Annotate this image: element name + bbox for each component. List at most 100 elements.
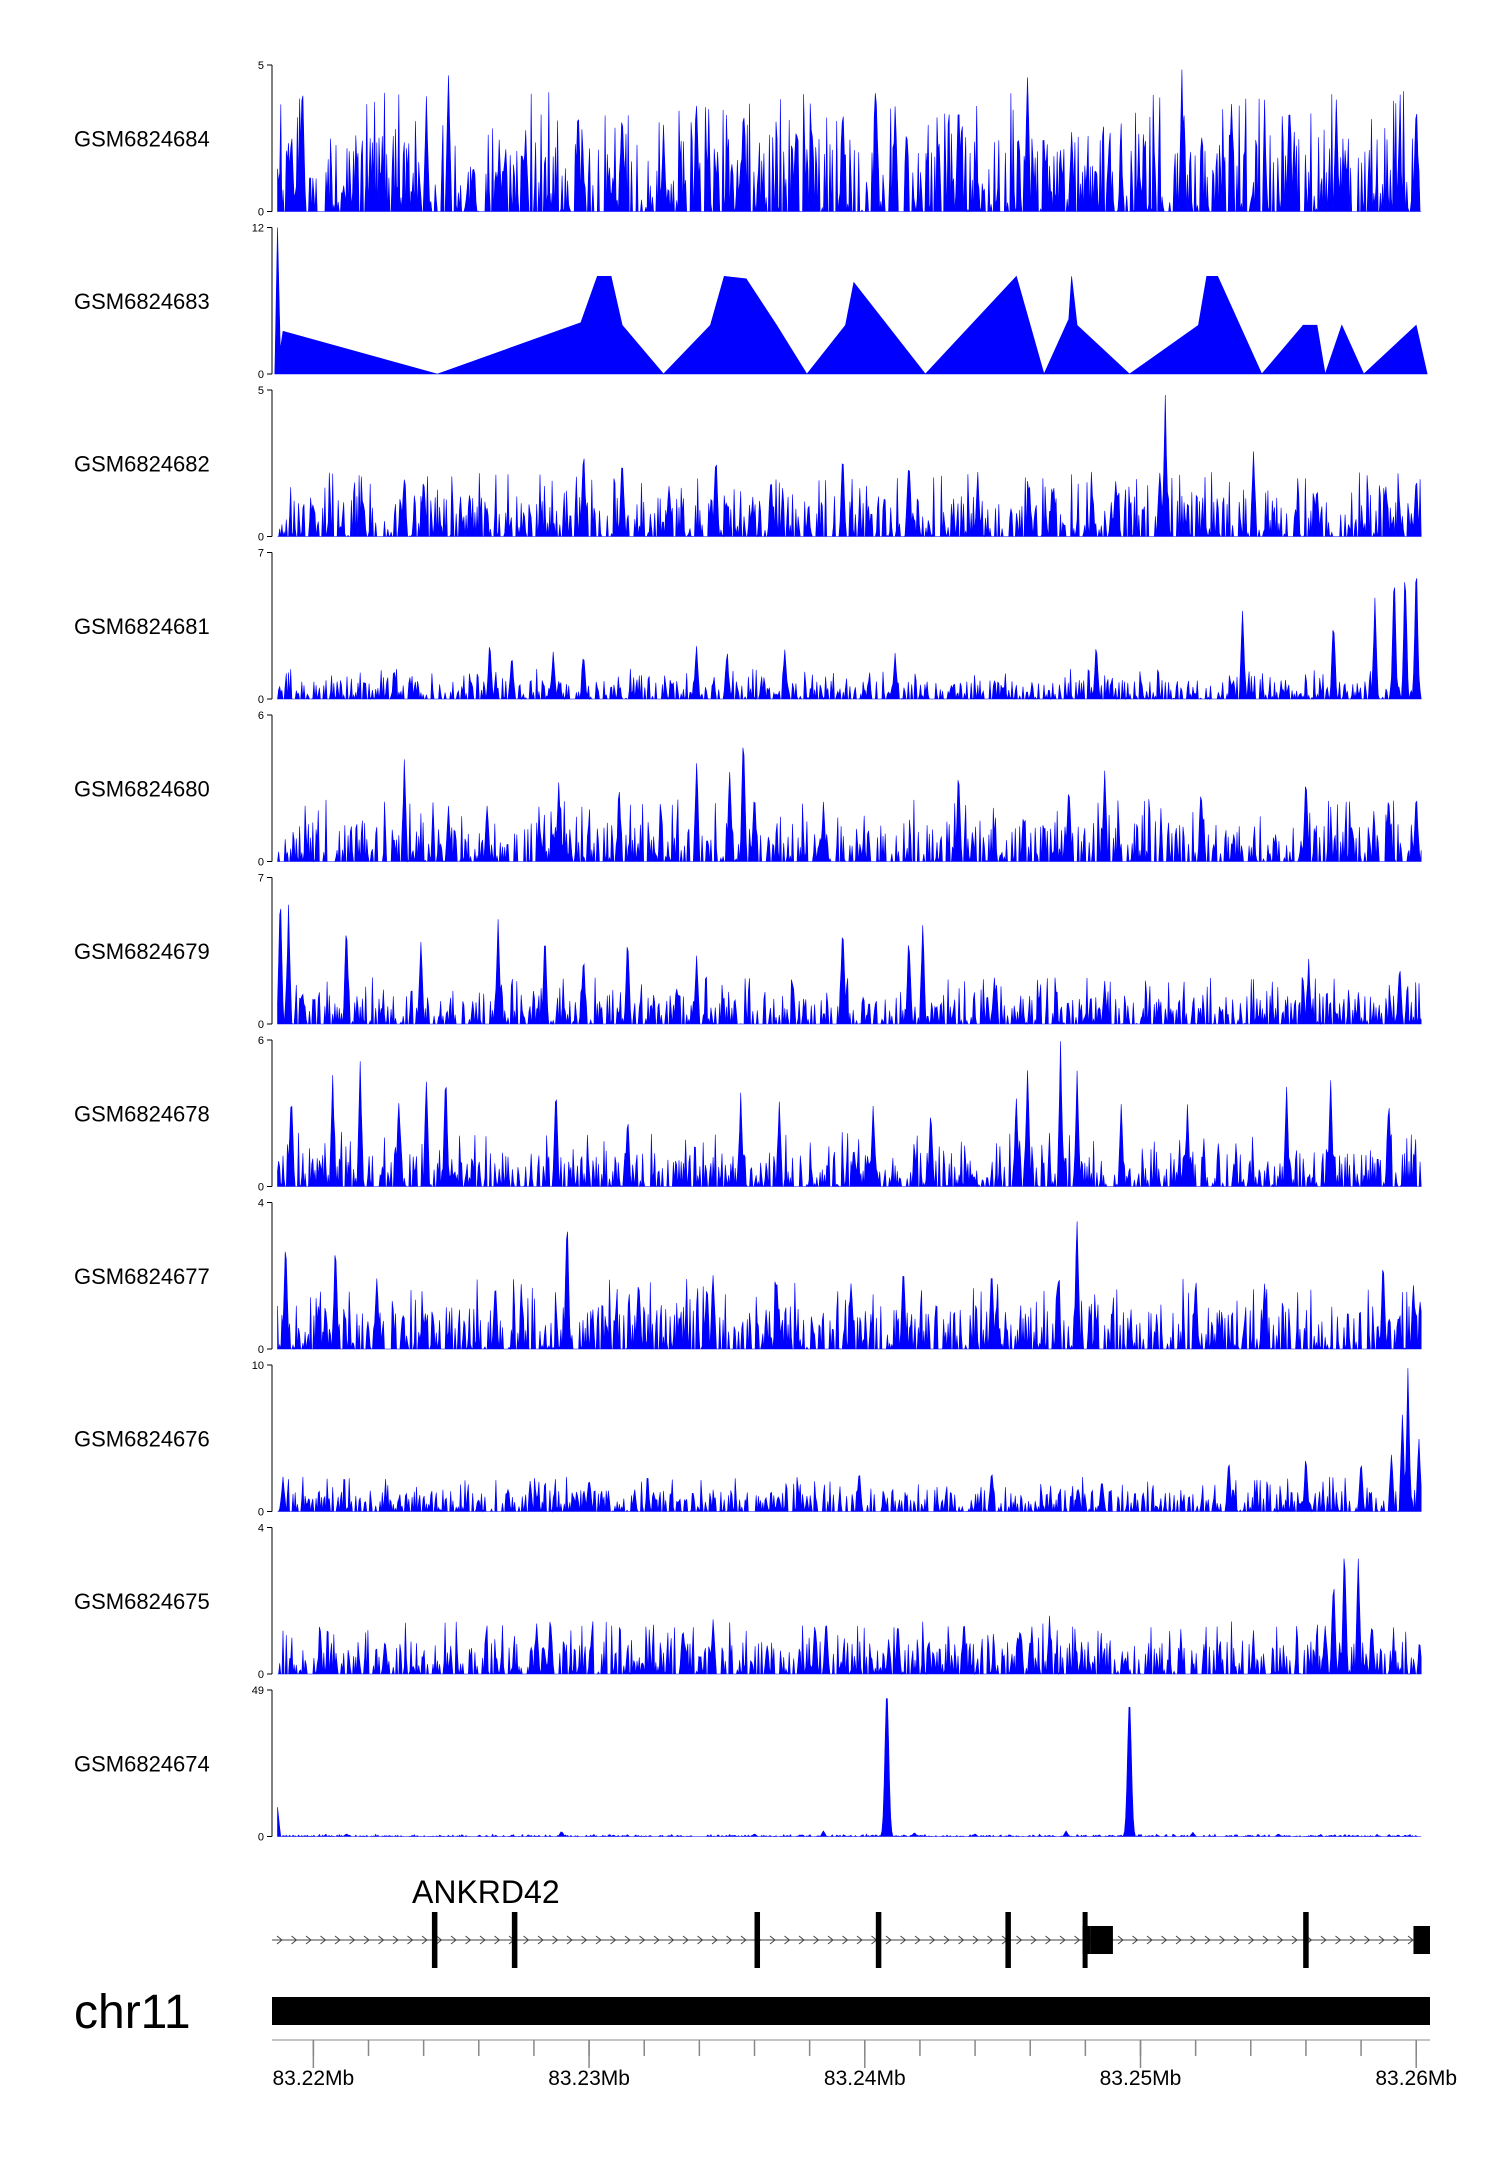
chromosome-label: chr11 xyxy=(74,1986,191,2039)
strand-arrow xyxy=(1291,1935,1298,1945)
exon xyxy=(1090,1926,1113,1954)
track-label: GSM6824677 xyxy=(74,1264,210,1289)
strand-arrow xyxy=(305,1935,312,1945)
track-label: GSM6824683 xyxy=(74,289,210,314)
coverage-area-GSM6824678 xyxy=(277,1041,1422,1188)
strand-arrow xyxy=(813,1935,820,1945)
strand-arrow xyxy=(827,1935,834,1945)
strand-arrow xyxy=(610,1935,617,1945)
strand-arrow xyxy=(1146,1935,1153,1945)
track-label: GSM6824679 xyxy=(74,939,210,964)
strand-arrow xyxy=(276,1935,283,1945)
genome-tick-label: 83.24Mb xyxy=(824,2067,906,2090)
strand-arrow xyxy=(697,1935,704,1945)
gene-track: ANKRD42 xyxy=(272,1874,1430,1968)
coverage-area-GSM6824676 xyxy=(277,1368,1422,1513)
y-tick-label-min: 0 xyxy=(258,369,264,381)
strand-arrow xyxy=(1262,1935,1269,1945)
genome-axis-track: chr11 83.22Mb 83.23Mb 83.24Mb 83.25Mb 83.26Mb xyxy=(74,1986,1457,2090)
gene-name-label: ANKRD42 xyxy=(412,1874,560,1910)
y-tick-label-max: 5 xyxy=(258,60,264,72)
genome-tick-label: 83.23Mb xyxy=(548,2067,630,2090)
strand-arrow xyxy=(465,1935,472,1945)
coverage-area-GSM6824675 xyxy=(277,1558,1422,1676)
strand-arrow xyxy=(1030,1935,1037,1945)
y-tick-label-min: 0 xyxy=(258,1669,264,1681)
coverage-area-GSM6824683 xyxy=(274,227,1428,375)
y-tick-label-max: 4 xyxy=(258,1198,264,1210)
track-GSM6824679: GSM6824679 7 0 xyxy=(74,873,1422,1031)
strand-arrow xyxy=(668,1935,675,1945)
strand-arrow xyxy=(479,1935,486,1945)
strand-arrow xyxy=(1320,1935,1327,1945)
track-GSM6824683: GSM6824683 12 0 xyxy=(74,223,1428,381)
strand-arrow xyxy=(842,1935,849,1945)
strand-arrow xyxy=(682,1935,689,1945)
y-tick-label-max: 6 xyxy=(258,710,264,722)
coverage-area-GSM6824677 xyxy=(277,1221,1422,1351)
strand-arrow xyxy=(1117,1935,1124,1945)
y-tick-label-max: 12 xyxy=(252,223,264,235)
track-GSM6824680: GSM6824680 6 0 xyxy=(74,710,1422,869)
track-label: GSM6824676 xyxy=(74,1426,210,1451)
strand-arrow xyxy=(334,1935,341,1945)
strand-arrow xyxy=(885,1935,892,1945)
y-tick-label-max: 7 xyxy=(258,548,264,560)
y-tick-label-min: 0 xyxy=(258,1832,264,1844)
strand-arrow xyxy=(929,1935,936,1945)
data-tracks: GSM682468450GSM6824683120GSM682468250GSM… xyxy=(74,60,1428,1844)
exon xyxy=(1303,1912,1309,1968)
track-GSM6824681: GSM6824681 7 0 xyxy=(74,548,1422,706)
coverage-area-GSM6824682 xyxy=(277,394,1422,538)
y-tick-label-min: 0 xyxy=(258,1182,264,1194)
track-label: GSM6824684 xyxy=(74,126,210,151)
strand-arrow xyxy=(740,1935,747,1945)
strand-arrow xyxy=(363,1935,370,1945)
exon xyxy=(875,1912,882,1968)
exon xyxy=(1005,1912,1011,1968)
strand-arrow xyxy=(798,1935,805,1945)
strand-arrow xyxy=(1378,1935,1385,1945)
strand-arrow xyxy=(320,1935,327,1945)
coverage-area-GSM6824680 xyxy=(277,747,1422,863)
y-tick-label-min: 0 xyxy=(258,694,264,706)
strand-arrow xyxy=(1349,1935,1356,1945)
strand-arrow xyxy=(1045,1935,1052,1945)
strand-arrow xyxy=(958,1935,965,1945)
track-GSM6824678: GSM6824678 6 0 xyxy=(74,1035,1422,1194)
strand-arrow xyxy=(1074,1935,1081,1945)
strand-arrow xyxy=(1393,1935,1400,1945)
track-label: GSM6824681 xyxy=(74,614,210,639)
strand-arrow xyxy=(726,1935,733,1945)
strand-arrow xyxy=(378,1935,385,1945)
strand-arrow xyxy=(1364,1935,1371,1945)
y-tick-label-min: 0 xyxy=(258,532,264,544)
strand-arrow xyxy=(537,1935,544,1945)
track-GSM6824675: GSM6824675 4 0 xyxy=(74,1523,1422,1681)
exon xyxy=(1413,1926,1430,1954)
strand-arrow xyxy=(421,1935,428,1945)
y-tick-label-min: 0 xyxy=(258,1344,264,1356)
strand-arrow xyxy=(1175,1935,1182,1945)
track-label: GSM6824674 xyxy=(74,1751,210,1776)
strand-arrow xyxy=(436,1935,443,1945)
strand-arrow xyxy=(450,1935,457,1945)
strand-arrow xyxy=(1233,1935,1240,1945)
strand-arrow xyxy=(784,1935,791,1945)
strand-arrow xyxy=(856,1935,863,1945)
track-label: GSM6824682 xyxy=(74,451,210,476)
strand-arrow xyxy=(653,1935,660,1945)
y-tick-label-min: 0 xyxy=(258,1507,264,1519)
strand-arrow xyxy=(407,1935,414,1945)
y-tick-label-max: 5 xyxy=(258,385,264,397)
y-tick-label-min: 0 xyxy=(258,1019,264,1031)
strand-arrow xyxy=(392,1935,399,1945)
strand-arrow xyxy=(291,1935,298,1945)
exon xyxy=(511,1912,518,1968)
y-tick-label-max: 10 xyxy=(252,1360,264,1372)
exon xyxy=(754,1912,761,1968)
strand-arrow xyxy=(1132,1935,1139,1945)
strand-arrow xyxy=(1059,1935,1066,1945)
strand-arrow xyxy=(1016,1935,1023,1945)
